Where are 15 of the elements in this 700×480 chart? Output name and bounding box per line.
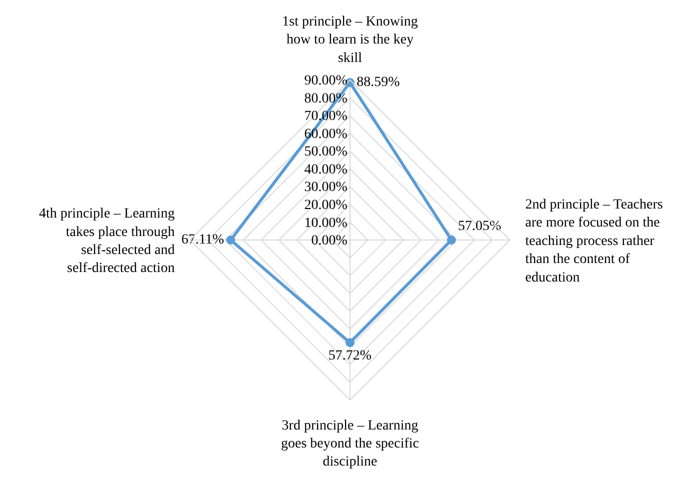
y-tick-label: 90.00% <box>304 74 348 89</box>
spoke-label: 1st principle – Knowing how to learn is the key skill <box>282 14 418 66</box>
y-tick-label: 10.00% <box>304 216 348 231</box>
y-tick-label: 0.00% <box>311 234 348 249</box>
data-label: 57.72% <box>328 348 372 364</box>
data-label: 67.11% <box>181 232 224 248</box>
spoke-label: 4th principle – Learning takes place through self-selected and self-directed action <box>39 206 175 276</box>
spoke-label: 3rd principle – Learning goes beyond the specific discipline <box>280 418 420 470</box>
y-tick-label: 30.00% <box>304 180 348 196</box>
spoke-label: 2nd principle – Teachers are more focused on the teaching process rather than the content of education <box>525 198 663 286</box>
data-label: 88.59% <box>356 75 400 90</box>
data-label: 57.05% <box>458 218 502 234</box>
y-tick-label: 40.00% <box>304 162 348 178</box>
y-tick-label: 50.00% <box>304 144 348 160</box>
y-tick-label: 20.00% <box>304 198 348 213</box>
